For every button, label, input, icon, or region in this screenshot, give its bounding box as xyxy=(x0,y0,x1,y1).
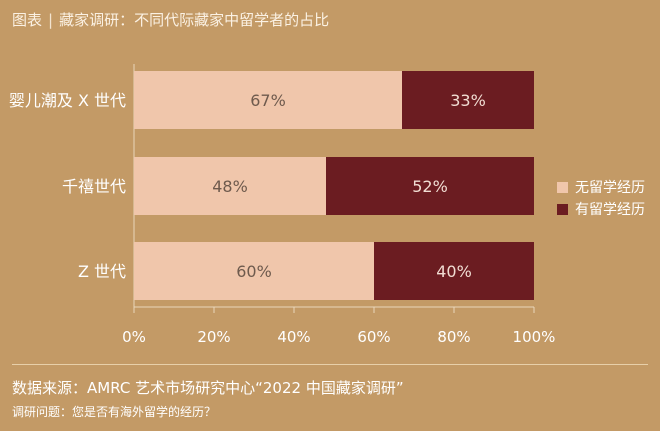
x-tick-label: 40% xyxy=(277,328,310,346)
bar-segment xyxy=(402,71,534,129)
x-tick-label: 100% xyxy=(513,328,556,346)
bar-segment xyxy=(134,157,326,215)
bar-value-label: 67% xyxy=(250,91,286,110)
legend-swatch-study-abroad xyxy=(557,203,568,215)
bar-value-label: 52% xyxy=(412,177,448,196)
bar-segment xyxy=(134,242,374,300)
footer-divider xyxy=(12,364,648,365)
legend-label-study-abroad: 有留学经历 xyxy=(575,202,645,218)
title-prefix: 图表 xyxy=(12,11,43,29)
survey-question: 调研问题：您是否有海外留学的经历？ xyxy=(12,405,217,419)
title-separator: | xyxy=(48,11,54,29)
bar-value-label: 40% xyxy=(436,262,472,281)
bar-value-label: 48% xyxy=(212,177,248,196)
legend-item-no-study-abroad: 无留学经历 xyxy=(557,176,645,198)
x-tick-label: 60% xyxy=(357,328,390,346)
chart-title: 图表 | 藏家调研：不同代际藏家中留学者的占比 xyxy=(12,9,329,30)
bar-segment xyxy=(326,157,534,215)
category-label: 千禧世代 xyxy=(62,177,126,196)
bar-value-label: 33% xyxy=(450,91,486,110)
stacked-bar-chart: 0% 20% 40% 60% 80% 100% 67% 33% 婴儿潮及 X 世代 48% 52% 千… xyxy=(9,64,556,346)
category-label: 婴儿潮及 X 世代 xyxy=(9,91,126,110)
bar-segment xyxy=(134,71,402,129)
legend-label-no-study-abroad: 无留学经历 xyxy=(575,180,645,196)
title-text: 藏家调研：不同代际藏家中留学者的占比 xyxy=(59,11,330,29)
category-label: Z 世代 xyxy=(78,262,126,281)
bar-value-label: 60% xyxy=(236,262,272,281)
x-tick-label: 80% xyxy=(437,328,470,346)
x-tick-label: 20% xyxy=(197,328,230,346)
legend: 无留学经历 有留学经历 xyxy=(557,176,645,220)
data-source: 数据来源：AMRC 艺术市场研究中心“2022 中国藏家调研” xyxy=(12,379,404,397)
bar-segment xyxy=(374,242,534,300)
legend-item-study-abroad: 有留学经历 xyxy=(557,198,645,220)
x-tick-label: 0% xyxy=(122,328,146,346)
legend-swatch-no-study-abroad xyxy=(557,181,568,193)
